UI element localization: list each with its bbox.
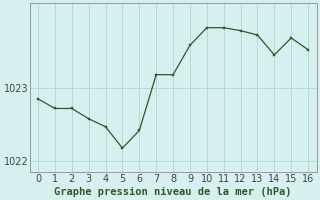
X-axis label: Graphe pression niveau de la mer (hPa): Graphe pression niveau de la mer (hPa): [54, 186, 292, 197]
